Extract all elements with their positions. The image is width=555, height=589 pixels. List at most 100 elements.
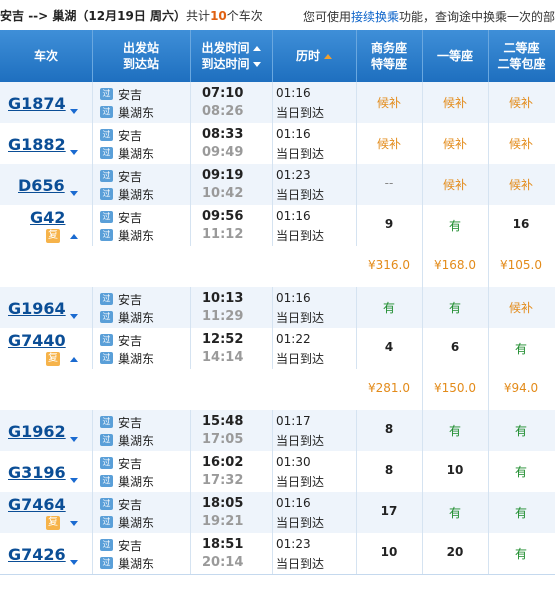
train-number-link[interactable]: G7464 [8, 495, 66, 514]
table-row[interactable]: G7440 复 过 安吉 过 巢湖东 12:52 14:14 01:22 当日到… [0, 328, 555, 370]
train-number-link[interactable]: G7426 [8, 545, 66, 564]
business-price: ¥316.0 [368, 258, 410, 272]
first-seat-status[interactable]: 6 [450, 340, 460, 354]
train-cell: G1874 [0, 82, 93, 123]
sort-duration-icon[interactable] [324, 53, 332, 59]
second-seat-cell: 有 [488, 410, 555, 451]
sort-arr-icon[interactable] [252, 61, 261, 68]
table-row[interactable]: G7426 过 安吉 过 巢湖东 18:51 20:14 01:23 当日到达 … [0, 533, 555, 575]
time-cell: 07:10 08:26 [190, 82, 273, 123]
train-number-link[interactable]: G1964 [8, 299, 66, 318]
second-seat-status[interactable]: 有 [514, 424, 527, 438]
train-number-link[interactable]: G3196 [8, 463, 66, 482]
duration: 01:23 [276, 168, 311, 182]
pass-badge-icon: 过 [100, 188, 113, 200]
sort-dep-icon[interactable] [252, 45, 261, 52]
departure-station: 安吉 [118, 416, 143, 430]
table-row[interactable]: G1962 过 安吉 过 巢湖东 15:48 17:05 01:17 当日到达 … [0, 410, 555, 452]
business-seat-status[interactable]: 17 [380, 504, 398, 518]
duration: 01:16 [276, 291, 311, 305]
table-row[interactable]: G7464 复 过 安吉 过 巢湖东 18:05 19:21 01:16 当日到… [0, 492, 555, 534]
transfer-link[interactable]: 接续换乘 [351, 10, 400, 24]
duration: 01:16 [276, 209, 311, 223]
table-row[interactable]: G1874 过 安吉 过 巢湖东 07:10 08:26 01:16 当日到达 … [0, 82, 555, 124]
train-number-link[interactable]: G7440 [8, 331, 66, 350]
search-summary-bar: 安吉 --> 巢湖（12月19日 周六） 共计10个车次 您可使用接续换乘功能，… [0, 0, 555, 30]
first-seat-status[interactable]: 有 [448, 219, 461, 233]
business-seat-status[interactable]: 10 [380, 545, 398, 559]
weekday: 周六 [150, 8, 175, 23]
header-times[interactable]: 出发时间 到达时间 [190, 30, 273, 82]
train-cell: G42 复 [0, 205, 93, 246]
table-row[interactable]: G1964 过 安吉 过 巢湖东 10:13 11:29 01:16 当日到达 … [0, 287, 555, 329]
business-seat-status[interactable]: 有 [382, 301, 395, 315]
station-cell: 过 安吉 过 巢湖东 [92, 410, 191, 451]
train-number-link[interactable]: G1882 [8, 135, 66, 154]
train-number-link[interactable]: G1962 [8, 422, 66, 441]
first-seat-cell: 候补 [422, 82, 489, 123]
first-seat-status[interactable]: 候补 [442, 137, 467, 151]
table-row[interactable]: G1882 过 安吉 过 巢湖东 08:33 09:49 01:16 当日到达 … [0, 123, 555, 165]
second-seat-status[interactable]: 有 [514, 506, 527, 520]
expand-stops-icon[interactable] [70, 560, 78, 565]
collapse-stops-icon[interactable] [70, 234, 78, 239]
first-seat-status[interactable]: 有 [448, 424, 461, 438]
train-number-link[interactable]: G42 [30, 208, 66, 227]
second-seat-status[interactable]: 候补 [508, 301, 533, 315]
expand-stops-icon[interactable] [70, 109, 78, 114]
second-seat-status[interactable]: 候补 [508, 96, 533, 110]
arrival-day: 当日到达 [276, 557, 325, 571]
second-seat-status[interactable]: 有 [514, 547, 527, 561]
business-seat-status[interactable]: 候补 [376, 137, 401, 151]
first-seat-cell: 候补 [422, 123, 489, 164]
first-seat-status[interactable]: 候补 [442, 178, 467, 192]
departure-station: 安吉 [118, 498, 143, 512]
expand-stops-icon[interactable] [70, 314, 78, 319]
station-cell: 过 安吉 过 巢湖东 [92, 287, 191, 328]
train-number-link[interactable]: D656 [18, 176, 65, 195]
sort-arrival[interactable]: 到达时间 [201, 56, 261, 72]
arrival-station: 巢湖东 [118, 352, 155, 366]
train-cell: G1964 [0, 287, 93, 328]
pass-badge-icon: 过 [100, 129, 113, 141]
duration-cell: 01:16 当日到达 [272, 123, 357, 164]
sort-departure[interactable]: 出发时间 [201, 40, 261, 56]
table-header: 车次 出发站 到达站 出发时间 到达时间 历时 商务座 特等座 一等座 二等座 … [0, 30, 555, 82]
second-seat-status[interactable]: 有 [514, 342, 527, 356]
second-seat-status[interactable]: 候补 [508, 178, 533, 192]
table-row[interactable]: G42 复 过 安吉 过 巢湖东 09:56 11:12 01:16 当日到达 … [0, 205, 555, 247]
train-number-link[interactable]: G1874 [8, 94, 66, 113]
expand-stops-icon[interactable] [70, 437, 78, 442]
first-seat-status[interactable]: 候补 [442, 96, 467, 110]
second-seat-cell: 有 [488, 492, 555, 533]
expand-stops-icon[interactable] [70, 521, 78, 526]
business-seat-status[interactable]: 4 [384, 340, 394, 354]
train-count: 10 [210, 8, 227, 23]
first-seat-status[interactable]: 20 [446, 545, 464, 559]
sort-duration[interactable]: 历时 [296, 48, 332, 64]
business-seat-status[interactable]: 8 [384, 463, 394, 477]
business-seat-status[interactable]: 候补 [376, 96, 401, 110]
first-seat-status[interactable]: 有 [448, 301, 461, 315]
second-seat-status[interactable]: 候补 [508, 137, 533, 151]
price-row: ¥281.0 ¥150.0 ¥94.0 [0, 369, 555, 411]
header-duration[interactable]: 历时 [272, 30, 357, 82]
duration-cell: 01:30 当日到达 [272, 451, 357, 492]
first-seat-status[interactable]: 10 [446, 463, 464, 477]
first-seat-status[interactable]: 有 [448, 506, 461, 520]
second-seat-status[interactable]: 16 [512, 217, 530, 231]
second-seat-cell: 候补 [488, 287, 555, 328]
second-seat-status[interactable]: 有 [514, 465, 527, 479]
station-cell: 过 安吉 过 巢湖东 [92, 451, 191, 492]
expand-stops-icon[interactable] [70, 191, 78, 196]
duration-cell: 01:23 当日到达 [272, 164, 357, 205]
collapse-stops-icon[interactable] [70, 357, 78, 362]
expand-stops-icon[interactable] [70, 478, 78, 483]
table-row[interactable]: G3196 过 安吉 过 巢湖东 16:02 17:32 01:30 当日到达 … [0, 451, 555, 493]
expand-stops-icon[interactable] [70, 150, 78, 155]
pass-badge-icon: 过 [100, 498, 113, 510]
business-seat-status[interactable]: 8 [384, 422, 394, 436]
business-seat-status[interactable]: 9 [384, 217, 394, 231]
table-row[interactable]: D656 过 安吉 过 巢湖东 09:19 10:42 01:23 当日到达 -… [0, 164, 555, 206]
pass-badge-icon: 过 [100, 416, 113, 428]
